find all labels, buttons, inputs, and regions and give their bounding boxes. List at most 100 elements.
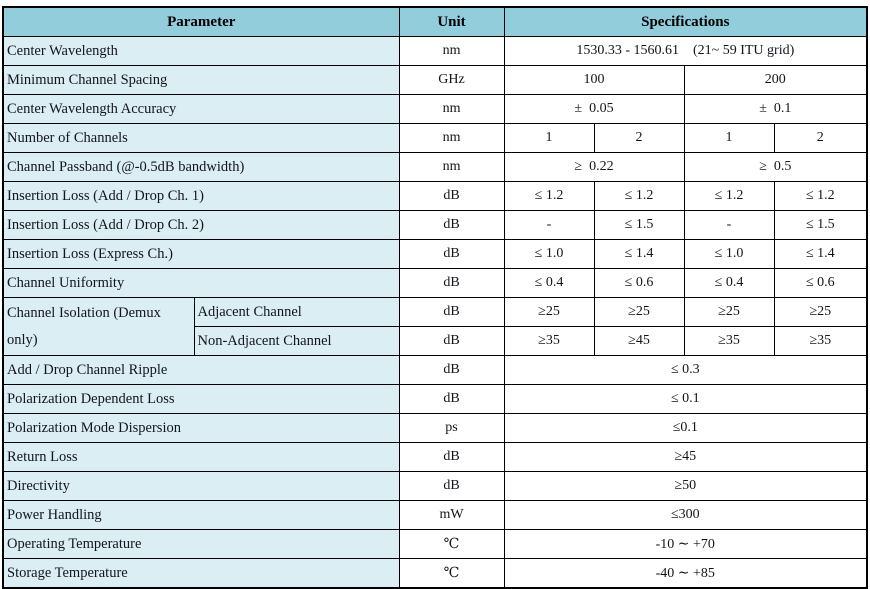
spec-cell: ≤ 1.2: [593, 181, 685, 211]
param-cell: Polarization Mode Dispersion: [2, 413, 400, 443]
spec-cell: 200: [683, 65, 868, 95]
spec-cell: ≤ 1.0: [683, 239, 775, 269]
spec-cell: ≥35: [503, 326, 595, 356]
unit-cell: dB: [398, 268, 505, 298]
unit-cell: ps: [398, 413, 505, 443]
spec-cell: ≤ 1.4: [593, 239, 685, 269]
param-cell: Number of Channels: [2, 123, 400, 153]
spec-cell: 1: [683, 123, 775, 153]
table-row: Add / Drop Channel Ripple dB ≤ 0.3: [2, 355, 868, 385]
spec-cell: 100: [503, 65, 685, 95]
spec-cell: -: [683, 210, 775, 240]
spec-cell: -10 ∼ +70: [503, 529, 868, 559]
param-cell: Center Wavelength Accuracy: [2, 94, 400, 124]
unit-cell: dB: [398, 384, 505, 414]
param-cell: Insertion Loss (Add / Drop Ch. 1): [2, 181, 400, 211]
param-cell: Storage Temperature: [2, 558, 400, 589]
spec-cell: ≤ 0.4: [683, 268, 775, 298]
unit-cell: dB: [398, 181, 505, 211]
spec-cell: ≤ 0.3: [503, 355, 868, 385]
unit-cell: mW: [398, 500, 505, 530]
spec-cell: ≤ 0.6: [593, 268, 685, 298]
spec-cell: ≥35: [683, 326, 775, 356]
table-row: Center Wavelength Accuracy nm ± 0.05 ± 0…: [2, 94, 868, 124]
param-sub-cell: Adjacent Channel: [193, 297, 400, 327]
spec-cell: ≤ 1.4: [773, 239, 868, 269]
table-row: Polarization Mode Dispersion ps ≤0.1: [2, 413, 868, 443]
spec-cell: ≤ 0.6: [773, 268, 868, 298]
table-row: Storage Temperature ℃ -40 ∼ +85: [2, 558, 868, 589]
header-unit: Unit: [398, 6, 505, 37]
unit-cell: nm: [398, 36, 505, 66]
spec-cell: ≤ 0.1: [503, 384, 868, 414]
table-row: Insertion Loss (Add / Drop Ch. 2) dB - ≤…: [2, 210, 868, 240]
header-row: Parameter Unit Specifications: [2, 6, 868, 37]
unit-cell: dB: [398, 239, 505, 269]
spec-cell: -: [503, 210, 595, 240]
unit-cell: dB: [398, 355, 505, 385]
param-cell: Return Loss: [2, 442, 400, 472]
spec-cell: ≥35: [773, 326, 868, 356]
param-cell: Add / Drop Channel Ripple: [2, 355, 400, 385]
spec-cell: ≥50: [503, 471, 868, 501]
table-row: Polarization Dependent Loss dB ≤ 0.1: [2, 384, 868, 414]
spec-cell: ≥45: [503, 442, 868, 472]
table-row: Minimum Channel Spacing GHz 100 200: [2, 65, 868, 95]
table-row: Insertion Loss (Express Ch.) dB ≤ 1.0 ≤ …: [2, 239, 868, 269]
unit-cell: dB: [398, 326, 505, 356]
spec-cell: ≥25: [503, 297, 595, 327]
unit-cell: nm: [398, 94, 505, 124]
param-cell: Directivity: [2, 471, 400, 501]
spec-cell: ≤ 1.2: [683, 181, 775, 211]
unit-cell: dB: [398, 442, 505, 472]
unit-cell: nm: [398, 123, 505, 153]
unit-cell: nm: [398, 152, 505, 182]
param-cell: Polarization Dependent Loss: [2, 384, 400, 414]
unit-cell: GHz: [398, 65, 505, 95]
table-row: Channel Passband (@-0.5dB bandwidth) nm …: [2, 152, 868, 182]
spec-cell: ≥25: [773, 297, 868, 327]
spec-cell: 2: [593, 123, 685, 153]
unit-cell: dB: [398, 210, 505, 240]
spec-table: Parameter Unit Specifications Center Wav…: [2, 6, 869, 589]
param-cell: Channel Uniformity: [2, 268, 400, 298]
param-cell: Operating Temperature: [2, 529, 400, 559]
unit-cell: ℃: [398, 529, 505, 559]
unit-cell: dB: [398, 297, 505, 327]
unit-cell: ℃: [398, 558, 505, 589]
spec-cell: ≤ 1.2: [503, 181, 595, 211]
param-group-cell: Channel Isolation (Demux only): [2, 297, 195, 356]
spec-cell: 1530.33 - 1560.61 (21~ 59 ITU grid): [503, 36, 868, 66]
spec-cell: ≤ 1.5: [773, 210, 868, 240]
spec-cell: ≤300: [503, 500, 868, 530]
table-row: Non-Adjacent Channel dB ≥35 ≥45 ≥35 ≥35: [3, 326, 868, 356]
spec-cell: ≤0.1: [503, 413, 868, 443]
spec-cell: ≥ 0.5: [683, 152, 868, 182]
spec-cell: ± 0.1: [683, 94, 868, 124]
table-row: Center Wavelength nm 1530.33 - 1560.61 (…: [2, 36, 868, 66]
param-cell: Insertion Loss (Add / Drop Ch. 2): [2, 210, 400, 240]
table-row: Channel Isolation (Demux only) Adjacent …: [2, 297, 868, 356]
spec-cell: ≥25: [593, 297, 685, 327]
header-specifications: Specifications: [503, 6, 868, 37]
table-row: Power Handling mW ≤300: [2, 500, 868, 530]
table-row: Directivity dB ≥50: [2, 471, 868, 501]
table-row: Channel Uniformity dB ≤ 0.4 ≤ 0.6 ≤ 0.4 …: [2, 268, 868, 298]
spec-cell: ≥ 0.22: [503, 152, 685, 182]
spec-cell: ≥25: [683, 297, 775, 327]
spec-cell: ≥45: [593, 326, 685, 356]
param-cell: Insertion Loss (Express Ch.): [2, 239, 400, 269]
spec-cell: ≤ 0.4: [503, 268, 595, 298]
param-cell: Center Wavelength: [2, 36, 400, 66]
param-sub-cell: Non-Adjacent Channel: [193, 326, 400, 356]
spec-cell: -40 ∼ +85: [503, 558, 868, 589]
spec-cell: ≤ 1.0: [503, 239, 595, 269]
spec-cell: ± 0.05: [503, 94, 685, 124]
spec-cell: ≤ 1.2: [773, 181, 868, 211]
table-row: Return Loss dB ≥45: [2, 442, 868, 472]
table-row: Number of Channels nm 1 2 1 2: [2, 123, 868, 153]
spec-cell: ≤ 1.5: [593, 210, 685, 240]
spec-cell: 2: [773, 123, 868, 153]
table-row: Operating Temperature ℃ -10 ∼ +70: [2, 529, 868, 559]
param-cell: Minimum Channel Spacing: [2, 65, 400, 95]
